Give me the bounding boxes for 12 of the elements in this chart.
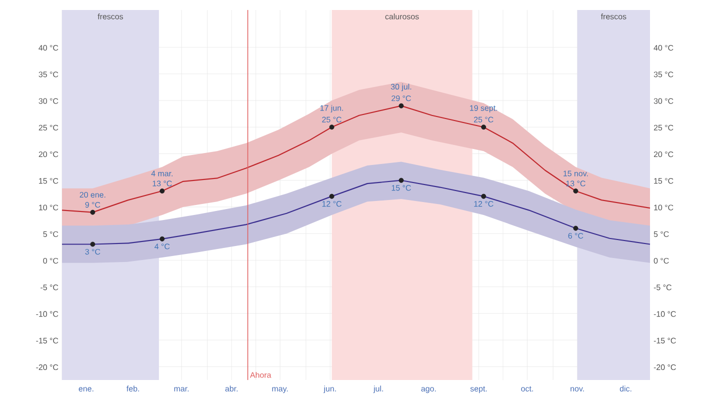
point: [398, 103, 404, 108]
point: [573, 188, 578, 194]
point: [398, 178, 404, 183]
point: [90, 210, 96, 215]
point: [329, 194, 334, 199]
point: [329, 124, 334, 130]
point: [90, 242, 96, 247]
point: [481, 124, 486, 130]
point: [160, 236, 165, 242]
point: [481, 194, 486, 199]
point: [573, 226, 578, 231]
point: [160, 188, 165, 194]
